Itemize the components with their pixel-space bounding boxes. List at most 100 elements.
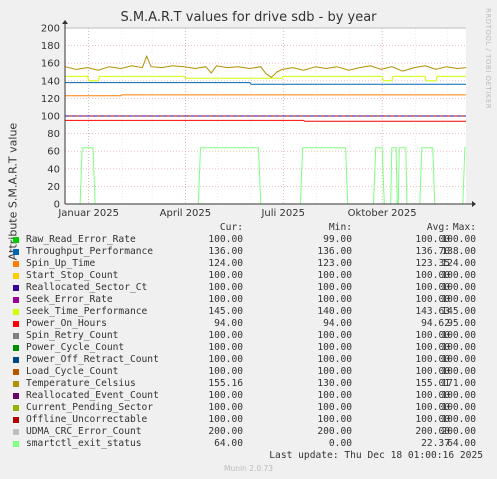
- legend-avg: 143.63: [415, 306, 450, 317]
- legend-cur: 64.00: [214, 438, 243, 449]
- legend-min: 100.00: [317, 402, 352, 413]
- last-update: Last update: Thu Dec 18 01:00:16 2025: [269, 450, 483, 461]
- legend-max: 95.00: [447, 318, 476, 329]
- legend-cur: 100.00: [208, 390, 243, 401]
- legend-min: 140.00: [317, 306, 352, 317]
- legend-min: 123.00: [317, 258, 352, 269]
- header-min: Min:: [328, 222, 352, 233]
- legend-header: Cur: Min: Avg: Max:: [13, 222, 483, 234]
- legend-swatch: [13, 357, 19, 363]
- legend-avg: 100.00: [415, 366, 450, 377]
- legend-cur: 100.00: [208, 414, 243, 425]
- legend-swatch: [13, 381, 19, 387]
- legend-max: 100.00: [441, 414, 476, 425]
- legend-avg: 100.00: [415, 282, 450, 293]
- legend-max: 200.00: [441, 426, 476, 437]
- legend-min: 94.00: [323, 318, 352, 329]
- legend-swatch: [13, 309, 19, 315]
- legend-min: 100.00: [317, 390, 352, 401]
- legend-max: 100.00: [441, 390, 476, 401]
- y-tick-label: 80: [47, 129, 60, 140]
- chart-title: S.M.A.R.T values for drive sdb - by year: [120, 10, 377, 25]
- legend-row: Spin_Up_Time 124.00 123.00 123.35 124.00: [13, 258, 483, 270]
- legend-cur: 136.00: [208, 246, 243, 257]
- legend-row: Raw_Read_Error_Rate 100.00 99.00 100.00 100.…: [13, 234, 483, 246]
- y-tick-label: 60: [47, 147, 60, 158]
- legend-row: Reallocated_Event_Count 100.00 100.00 100.0…: [13, 390, 483, 402]
- legend-swatch: [13, 321, 19, 327]
- legend-swatch: [13, 369, 19, 375]
- legend-max: 145.00: [441, 306, 476, 317]
- legend-name: Seek_Time_Performance: [26, 306, 148, 317]
- legend-cur: 100.00: [208, 294, 243, 305]
- legend-avg: 100.00: [415, 330, 450, 341]
- legend-row: smartctl_exit_status 64.00 0.00 22.37 64.00: [13, 438, 483, 450]
- legend-min: 100.00: [317, 330, 352, 341]
- legend-cur: 155.16: [208, 378, 243, 389]
- header-max: Max:: [452, 222, 476, 233]
- x-axis-arrow: [472, 201, 476, 207]
- legend-swatch: [13, 261, 19, 267]
- legend-max: 100.00: [441, 402, 476, 413]
- series-line-throughput-performance: [65, 82, 466, 85]
- y-tick-label: 160: [41, 59, 60, 70]
- legend-min: 99.00: [323, 234, 352, 245]
- legend-row: Power_Cycle_Count 100.00 100.00 100.00 100.0…: [13, 342, 483, 354]
- legend-name: Offline_Uncorrectable: [26, 414, 148, 425]
- legend-min: 100.00: [317, 354, 352, 365]
- legend-row: Offline_Uncorrectable 100.00 100.00 100.00 1…: [13, 414, 483, 426]
- legend-max: 171.00: [441, 378, 476, 389]
- legend-min: 100.00: [317, 270, 352, 281]
- legend-avg: 100.00: [415, 342, 450, 353]
- legend-min: 0.00: [328, 438, 352, 449]
- legend-cur: 94.00: [214, 318, 243, 329]
- legend-min: 100.00: [317, 342, 352, 353]
- y-tick-label: 200: [41, 24, 60, 35]
- legend-name: Seek_Error_Rate: [26, 294, 113, 305]
- y-tick-label: 100: [41, 112, 60, 123]
- legend-cur: 200.00: [208, 426, 243, 437]
- legend-swatch: [13, 417, 19, 423]
- series-line-temperature-celsius: [64, 54, 467, 78]
- legend-min: 136.00: [317, 246, 352, 257]
- legend-swatch: [13, 285, 19, 291]
- legend-name: Power_Cycle_Count: [26, 342, 125, 353]
- y-tick-label: 20: [47, 182, 60, 193]
- legend-swatch: [13, 393, 19, 399]
- legend-cur: 100.00: [208, 234, 243, 245]
- legend-max: 100.00: [441, 270, 476, 281]
- legend-swatch: [13, 345, 19, 351]
- legend-row: Current_Pending_Sector 100.00 100.00 100.00…: [13, 402, 483, 414]
- legend-max: 64.00: [447, 438, 476, 449]
- legend-swatch: [13, 249, 19, 255]
- legend-min: 100.00: [317, 282, 352, 293]
- legend-name: Temperature_Celsius: [26, 378, 136, 389]
- series-line-smartctl-exit-status: [65, 147, 466, 205]
- legend-swatch: [13, 273, 19, 279]
- header-avg: Avg:: [426, 222, 450, 233]
- legend-min: 100.00: [317, 366, 352, 377]
- y-tick-label: 0: [54, 200, 60, 211]
- legend-name: Load_Cycle_Count: [26, 366, 119, 377]
- legend-avg: 100.00: [415, 270, 450, 281]
- legend-cur: 100.00: [208, 330, 243, 341]
- legend-name: Power_Off_Retract_Count: [26, 354, 159, 365]
- legend-name: Start_Stop_Count: [26, 270, 119, 281]
- legend-swatch: [13, 237, 19, 243]
- legend-row: Throughput_Performance 136.00 136.00 136.70…: [13, 246, 483, 258]
- legend-row: Seek_Time_Performance 145.00 140.00 143.63 1…: [13, 306, 483, 318]
- legend-avg: 200.00: [415, 426, 450, 437]
- legend-cur: 100.00: [208, 354, 243, 365]
- legend-row: Reallocated_Sector_Ct 100.00 100.00 100.00 1…: [13, 282, 483, 294]
- legend-swatch: [13, 405, 19, 411]
- legend-row: Power_Off_Retract_Count 100.00 100.00 100.0…: [13, 354, 483, 366]
- legend-cur: 100.00: [208, 402, 243, 413]
- legend-max: 100.00: [441, 342, 476, 353]
- y-tick-label: 40: [47, 164, 60, 175]
- legend-max: 100.00: [441, 366, 476, 377]
- legend-row: Start_Stop_Count 100.00 100.00 100.00 100.00: [13, 270, 483, 282]
- legend-name: Spin_Up_Time: [26, 258, 96, 269]
- y-tick-label: 120: [41, 94, 60, 105]
- legend-avg: 100.00: [415, 402, 450, 413]
- legend-name: Spin_Retry_Count: [26, 330, 119, 341]
